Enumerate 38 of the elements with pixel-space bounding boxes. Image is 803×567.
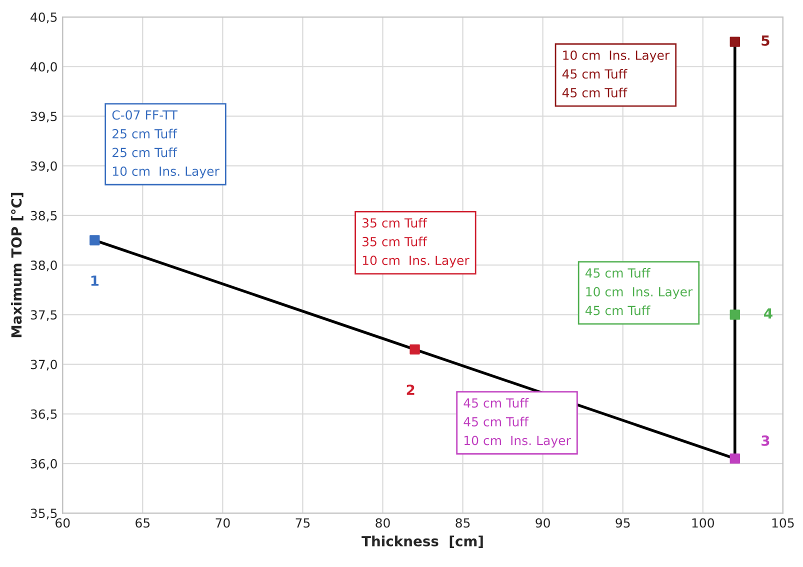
point — [410, 344, 420, 354]
annotation: 1 — [91, 276, 99, 286]
annotation: 2 — [406, 384, 414, 395]
annotation: 45 cm Tuff 45 cm Tuff 10 cm Ins. Layer — [464, 398, 571, 448]
annotation: 10 cm Ins. Layer 45 cm Tuff 45 cm Tuff — [562, 50, 670, 98]
point — [730, 36, 740, 47]
point — [730, 310, 740, 320]
y-tick-label: 36,5 — [30, 409, 57, 420]
x-tick-label: 65 — [136, 518, 150, 528]
annotation: 5 — [762, 36, 770, 46]
y-tick-label: 36,0 — [30, 458, 57, 470]
x-tick-label: 75 — [296, 518, 310, 528]
y-tick-label: 38,5 — [30, 210, 57, 222]
x-axis-title: Thickness [cm] — [362, 536, 483, 548]
annotation: C-07 FF-TT 25 cm Tuff 25 cm Tuff 10 cm Ins. Layer — [112, 110, 220, 178]
y-tick-label: 40,5 — [30, 12, 57, 24]
x-tick-label: 105 — [772, 518, 794, 528]
x-tick-label: 60 — [56, 518, 70, 528]
annotation: 3 — [762, 435, 770, 446]
y-tick-label: 37,0 — [30, 360, 57, 370]
x-tick-label: 80 — [376, 518, 390, 528]
y-axis-title: Maximum TOP [°C] — [10, 192, 24, 338]
y-tick-label: 37,5 — [30, 310, 57, 321]
y-tick-label: 35,5 — [30, 508, 57, 520]
y-tick-label: 38,0 — [30, 260, 57, 272]
x-tick-label: 90 — [536, 518, 550, 528]
y-tick-label: 40,0 — [30, 62, 57, 73]
annotation: 35 cm Tuff 35 cm Tuff 10 cm Ins. Layer — [362, 218, 470, 268]
point — [730, 453, 740, 464]
y-tick-label: 39,0 — [30, 161, 57, 172]
x-tick-label: 100 — [692, 518, 714, 528]
point — [90, 235, 100, 246]
y-tick-label: 39,5 — [30, 112, 57, 122]
x-tick-label: 95 — [616, 518, 630, 528]
x-tick-label: 85 — [456, 518, 470, 528]
x-tick-label: 70 — [216, 518, 230, 528]
annotation: 45 cm Tuff 10 cm Ins. Layer 45 cm Tuff — [585, 268, 693, 316]
annotation: 4 — [764, 308, 772, 319]
